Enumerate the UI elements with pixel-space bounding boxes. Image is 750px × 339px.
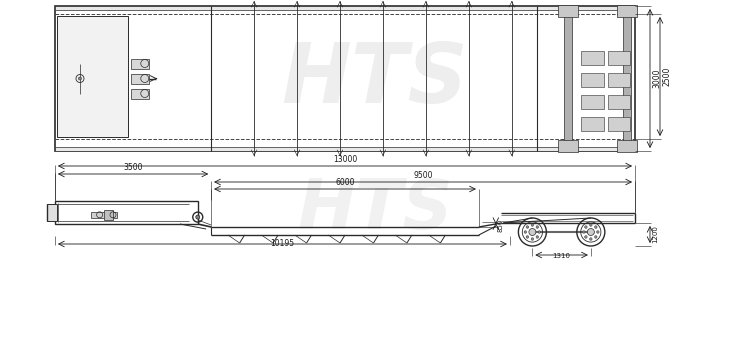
Bar xyxy=(608,73,630,87)
Text: 1310: 1310 xyxy=(553,253,571,259)
Circle shape xyxy=(583,231,585,233)
Bar xyxy=(608,51,630,65)
Circle shape xyxy=(595,226,597,228)
Circle shape xyxy=(529,228,536,236)
Bar xyxy=(55,201,198,224)
Circle shape xyxy=(584,226,587,228)
Bar xyxy=(581,73,604,87)
Circle shape xyxy=(531,224,534,226)
Bar xyxy=(558,140,578,152)
Text: 10195: 10195 xyxy=(270,239,295,248)
Circle shape xyxy=(538,231,541,233)
Text: HTS: HTS xyxy=(297,176,453,242)
Bar xyxy=(608,95,630,109)
Circle shape xyxy=(590,238,592,240)
Bar xyxy=(91,212,118,218)
Circle shape xyxy=(79,77,82,80)
Bar xyxy=(131,74,149,83)
Bar xyxy=(564,8,572,149)
Circle shape xyxy=(536,236,538,238)
Circle shape xyxy=(524,231,526,233)
Circle shape xyxy=(596,231,599,233)
Bar xyxy=(581,117,604,131)
Bar xyxy=(581,51,604,65)
Bar xyxy=(131,59,149,68)
Bar xyxy=(55,6,635,151)
Text: 2500: 2500 xyxy=(662,67,671,86)
Text: 3000: 3000 xyxy=(652,69,661,88)
Text: 850: 850 xyxy=(498,218,504,232)
Bar xyxy=(57,16,128,137)
Bar xyxy=(616,140,637,152)
Text: 1200: 1200 xyxy=(652,225,658,243)
Circle shape xyxy=(584,236,587,238)
Bar xyxy=(608,117,630,131)
Text: 6000: 6000 xyxy=(335,178,355,187)
Circle shape xyxy=(595,236,597,238)
Bar xyxy=(581,95,604,109)
Circle shape xyxy=(531,238,534,240)
Circle shape xyxy=(587,228,594,236)
Circle shape xyxy=(536,226,538,228)
Circle shape xyxy=(526,236,529,238)
Circle shape xyxy=(590,224,592,226)
Bar xyxy=(47,204,57,221)
Text: 9500: 9500 xyxy=(413,171,433,180)
Text: 13000: 13000 xyxy=(333,155,357,164)
Bar xyxy=(55,6,635,10)
Text: HTS: HTS xyxy=(282,39,468,120)
Bar xyxy=(616,5,637,17)
Bar xyxy=(558,5,578,17)
Circle shape xyxy=(196,215,200,219)
Bar xyxy=(104,210,113,220)
Text: 3500: 3500 xyxy=(123,163,142,172)
Bar xyxy=(55,147,635,151)
Circle shape xyxy=(526,226,529,228)
Bar xyxy=(622,8,631,149)
Bar xyxy=(131,88,149,99)
